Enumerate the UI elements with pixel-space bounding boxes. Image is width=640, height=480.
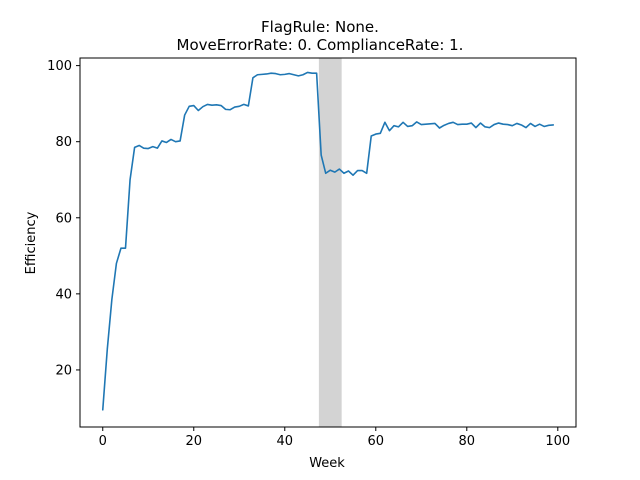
chart-title: FlagRule: None. MoveErrorRate: 0. Compli… xyxy=(177,18,464,54)
x-tick-label: 80 xyxy=(459,434,476,449)
x-axis-ticks: 0 20 40 60 80 100 xyxy=(99,427,570,449)
x-tick-label: 0 xyxy=(99,434,107,449)
x-tick-label: 40 xyxy=(276,434,293,449)
x-axis-label: Week xyxy=(309,456,345,471)
y-tick-label: 80 xyxy=(55,135,72,150)
chart-title-line-1: FlagRule: None. xyxy=(261,18,379,36)
chart-title-line-2: MoveErrorRate: 0. ComplianceRate: 1. xyxy=(177,36,464,54)
y-tick-label: 100 xyxy=(47,59,72,74)
x-tick-label: 60 xyxy=(368,434,385,449)
series-line-0 xyxy=(101,71,555,411)
y-axis-ticks: 20 40 60 80 100 xyxy=(47,59,80,378)
y-tick-label: 20 xyxy=(55,363,72,378)
plot-area xyxy=(101,58,555,427)
y-tick-label: 40 xyxy=(55,287,72,302)
x-tick-label: 100 xyxy=(545,434,570,449)
shaded-region xyxy=(318,58,342,427)
plot-frame xyxy=(79,57,577,428)
x-tick-label: 20 xyxy=(185,434,202,449)
y-axis-label: Efficiency xyxy=(24,211,39,274)
y-tick-label: 60 xyxy=(55,211,72,226)
